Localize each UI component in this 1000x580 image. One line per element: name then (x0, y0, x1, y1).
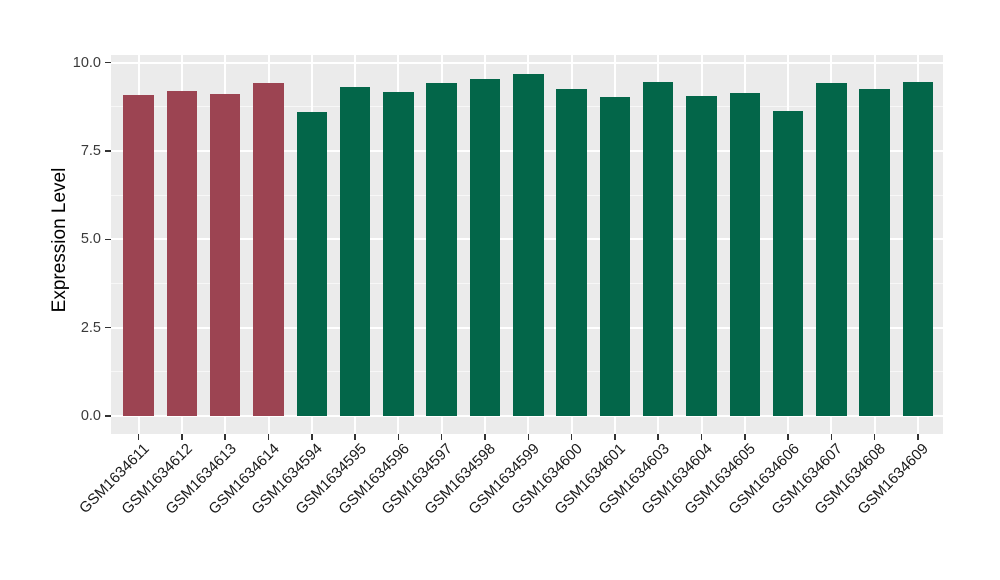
bar-GSM1634605 (729, 93, 761, 416)
x-tick-mark (527, 434, 530, 440)
bar-GSM1634606 (772, 110, 804, 416)
gridline-major (111, 415, 943, 417)
x-tick-mark (484, 434, 486, 440)
bar-GSM1634595 (339, 87, 371, 416)
y-tick-mark (104, 326, 111, 329)
bar-GSM1634613 (209, 93, 241, 416)
bar-GSM1634608 (859, 89, 890, 416)
bar-GSM1634600 (556, 89, 587, 416)
x-tick-mark (267, 434, 270, 440)
bar-GSM1634612 (166, 90, 198, 416)
x-tick-mark (440, 434, 443, 440)
bar-GSM1634598 (469, 79, 501, 416)
x-tick-mark (700, 434, 703, 440)
x-tick-mark (873, 434, 876, 440)
x-tick-mark (917, 434, 919, 440)
plot-panel (111, 55, 943, 434)
x-tick-mark (224, 434, 226, 440)
bar-GSM1634609 (902, 81, 934, 416)
y-tick-label: 10.0 (72, 54, 101, 71)
y-tick-label: 0.0 (80, 407, 101, 424)
bar-GSM1634599 (513, 74, 544, 416)
y-tick-mark (104, 150, 111, 152)
x-tick-mark (830, 434, 833, 440)
y-tick-mark (104, 238, 111, 240)
bar-GSM1634603 (642, 82, 674, 416)
x-tick-mark (614, 434, 616, 440)
x-tick-mark (397, 434, 400, 440)
x-tick-mark (787, 434, 789, 440)
bar-GSM1634614 (253, 83, 284, 416)
x-tick-mark (570, 434, 573, 440)
bar-GSM1634594 (296, 111, 328, 416)
bar-GSM1634611 (123, 95, 154, 416)
x-tick-mark (354, 434, 356, 440)
bar-GSM1634597 (426, 83, 457, 416)
x-tick-mark (181, 434, 183, 440)
y-tick-label: 2.5 (80, 319, 101, 336)
bar-GSM1634596 (383, 92, 414, 416)
y-tick-mark (104, 61, 111, 64)
bar-GSM1634604 (686, 95, 717, 416)
bar-GSM1634601 (599, 96, 631, 416)
x-tick-mark (311, 434, 313, 440)
y-tick-mark (104, 415, 111, 417)
bar-GSM1634607 (816, 83, 847, 416)
y-tick-label: 5.0 (80, 231, 101, 247)
x-tick-mark (744, 434, 746, 440)
y-tick-label: 7.5 (80, 142, 101, 159)
gridline-major (111, 61, 943, 64)
x-tick-mark (137, 434, 140, 440)
x-tick-mark (657, 434, 659, 440)
